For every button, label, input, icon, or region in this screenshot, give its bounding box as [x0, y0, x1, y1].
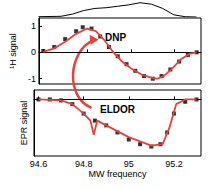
- svg-text:MW frequency: MW frequency: [88, 169, 147, 179]
- svg-text:94.8: 94.8: [75, 159, 93, 169]
- svg-text:95: 95: [124, 159, 134, 169]
- svg-text:-1: -1: [28, 74, 36, 84]
- svg-text:DNP: DNP: [105, 32, 126, 43]
- svg-text:95.2: 95.2: [165, 159, 183, 169]
- svg-text:EPR signal: EPR signal: [19, 101, 29, 146]
- svg-text:1: 1: [31, 21, 36, 31]
- svg-text:¹H signal: ¹H signal: [8, 33, 18, 69]
- svg-text:ELDOR: ELDOR: [100, 104, 136, 115]
- svg-text:0: 0: [31, 47, 36, 57]
- svg-text:94.6: 94.6: [30, 159, 48, 169]
